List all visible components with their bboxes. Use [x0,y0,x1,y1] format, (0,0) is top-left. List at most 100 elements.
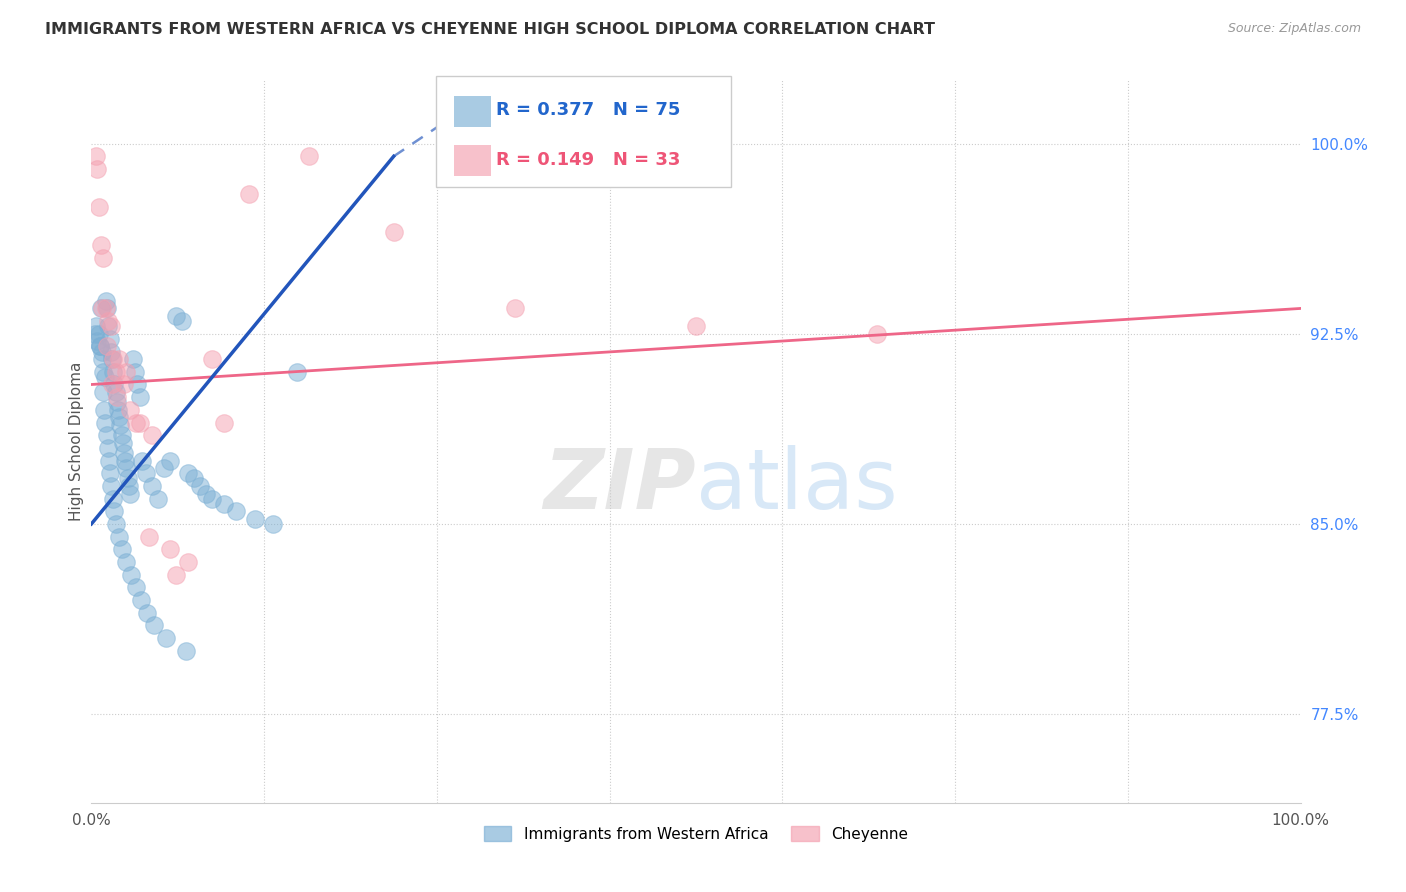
Point [103,377,125,392]
Point [101,365,124,379]
Y-axis label: High School Diploma: High School Diploma [69,362,84,521]
Point [243,512,266,526]
Point [118,479,141,493]
Point [124,580,146,594]
Point [104,385,127,400]
Point [100,479,122,493]
Point [108,352,131,367]
Point [214,416,236,430]
Point [107,530,129,544]
Point [146,491,169,506]
Point [285,365,308,379]
Point [110,418,132,433]
Point [225,504,247,518]
Point [159,542,181,557]
Point [94,293,117,308]
Point [131,453,153,467]
Point [125,416,148,430]
Point [89,339,111,353]
Point [104,365,127,379]
Point [100,319,122,334]
Point [121,352,143,367]
Point [86,334,108,349]
Point [866,326,889,341]
Point [195,486,218,500]
Point [97,441,120,455]
Point [91,352,114,367]
Point [155,631,177,645]
Text: R = 0.149   N = 33: R = 0.149 N = 33 [496,151,681,169]
Point [86,161,108,176]
Point [117,471,139,485]
Point [177,555,200,569]
Point [120,402,142,417]
Point [174,643,197,657]
Text: atlas: atlas [696,445,897,526]
Point [100,344,122,359]
Text: R = 0.377   N = 75: R = 0.377 N = 75 [496,101,681,119]
Point [89,339,111,353]
Legend: Immigrants from Western Africa, Cheyenne: Immigrants from Western Africa, Cheyenne [477,818,915,849]
Point [84,326,107,341]
Point [136,606,159,620]
Point [96,301,118,316]
Point [124,365,146,379]
Point [129,593,152,607]
Point [111,435,134,450]
Point [103,504,125,518]
Point [101,491,124,506]
Point [214,497,236,511]
Point [105,390,128,404]
Point [503,301,526,316]
Point [115,365,138,379]
Point [91,301,114,316]
Point [101,352,124,367]
Point [93,365,115,379]
Point [128,416,150,430]
Point [97,453,120,467]
Point [115,461,138,475]
Point [201,352,224,367]
Point [201,491,224,506]
Point [90,238,112,252]
Point [91,385,114,400]
Point [685,319,707,334]
Point [135,467,157,481]
Point [159,453,181,467]
Point [115,555,138,569]
Point [298,149,321,163]
Point [188,479,211,493]
Point [165,309,187,323]
Point [87,200,110,214]
Point [382,226,405,240]
Point [107,402,129,417]
Point [93,402,115,417]
Text: ZIP: ZIP [543,445,696,526]
Point [97,314,120,328]
Text: IMMIGRANTS FROM WESTERN AFRICA VS CHEYENNE HIGH SCHOOL DIPLOMA CORRELATION CHART: IMMIGRANTS FROM WESTERN AFRICA VS CHEYEN… [45,22,935,37]
Point [96,339,118,353]
Point [120,486,142,500]
Point [127,377,149,392]
Point [108,410,131,425]
Point [238,187,260,202]
Point [172,314,194,328]
Point [183,471,205,485]
Point [84,149,107,163]
Text: Source: ZipAtlas.com: Source: ZipAtlas.com [1227,22,1361,36]
Point [93,370,115,384]
Point [101,352,124,367]
Point [114,453,136,467]
Point [90,301,112,316]
Point [112,446,135,460]
Point [105,395,128,409]
Point [111,428,132,442]
Point [97,319,120,334]
Point [138,530,160,544]
Point [98,332,121,346]
Point [177,467,200,481]
Point [90,344,112,359]
Point [112,377,135,392]
Point [128,390,150,404]
Point [105,516,128,531]
